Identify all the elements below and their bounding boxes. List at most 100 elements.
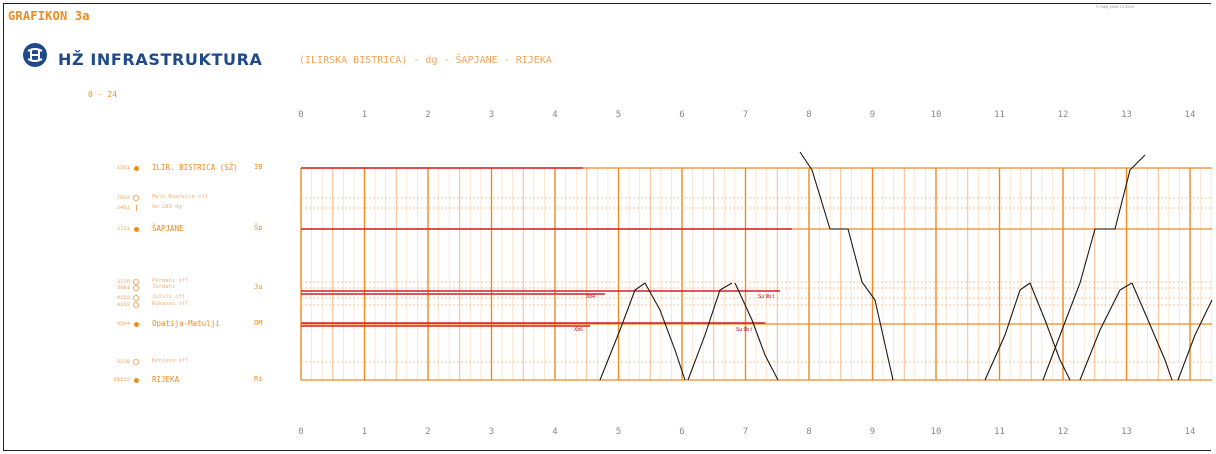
station-km: 4152 [116, 294, 130, 301]
hour-label: 9 [869, 427, 876, 437]
station-row: 3776 Permani ofl [0, 278, 300, 292]
document-title: GRAFIKON 3a [8, 9, 90, 23]
hour-label: 13 [1121, 427, 1132, 437]
station-row: 2461 km 283 dg [0, 204, 300, 218]
station-row: 4152 Jušići ofl [0, 294, 300, 308]
train-label: Xb6 [574, 327, 583, 333]
train-label: Xb4 [586, 294, 595, 300]
train-path [984, 282, 1031, 381]
station-row: 2022 Male Bukovice ofl [0, 194, 300, 208]
station-name: Male Bukovice ofl [152, 194, 209, 200]
hour-label: 8 [806, 427, 812, 437]
time-range: 0 - 24 [88, 90, 117, 99]
station-minor-icon [133, 195, 139, 201]
hour-label: 5 [615, 110, 622, 120]
hour-label: 6 [679, 110, 685, 120]
hour-label: 10 [930, 427, 942, 437]
hour-label: 3 [488, 110, 495, 120]
station-name: RIJEKA [152, 375, 180, 384]
station-abbr: Šp [254, 224, 263, 232]
station-row: 4322 Rukavac ofl [0, 301, 300, 315]
station-abbr: Ju [254, 283, 263, 291]
station-km: 1501 [116, 164, 130, 171]
hour-label: 0 [298, 427, 304, 437]
station-row: 4594 Opatija-Matulji OM [0, 319, 300, 334]
station-abbr: Ri [254, 375, 263, 383]
station-row: 5238 Krnjevo ofl [0, 358, 300, 372]
station-km: 3776 [116, 278, 130, 285]
hour-label: 14 [1184, 110, 1196, 120]
station-name: km 283 dg [152, 204, 182, 210]
station-major-icon [133, 321, 139, 327]
hour-label: 11 [994, 427, 1005, 437]
hour-label: 11 [994, 110, 1005, 120]
train-path [734, 282, 779, 381]
train-path [599, 282, 646, 381]
hour-label: 8 [806, 110, 812, 120]
station-minor-icon [136, 205, 137, 211]
train-label: Su 9b t [758, 294, 774, 300]
hour-label: 2 [425, 427, 431, 437]
station-major-icon [133, 165, 139, 171]
station-name: Krnjevo ofl [152, 358, 189, 364]
station-abbr: OM [254, 319, 263, 327]
hour-label: 14 [1184, 427, 1196, 437]
hour-label: 2 [425, 110, 431, 120]
hour-label: 12 [1057, 110, 1069, 120]
station-km: 4594 [116, 320, 130, 327]
document-frame [3, 3, 1211, 451]
station-name: ŠAPJANE [152, 224, 184, 233]
station-row: 1501 ILIR. BISTRICA (SŽ) IB [0, 163, 300, 178]
station-major-icon [133, 226, 139, 232]
station-minor-icon [133, 302, 139, 308]
station-row: 3881 Jurdani Ju [0, 283, 300, 298]
brand-name: HŽ INFRASTRUKTURA [58, 50, 263, 69]
hour-label: 1 [361, 110, 368, 120]
train-path [1042, 154, 1146, 381]
train-label: Su 9b t [736, 327, 752, 333]
hour-label: 13 [1121, 110, 1132, 120]
station-km: 2022 [116, 194, 130, 201]
station-name: ILIR. BISTRICA (SŽ) [152, 163, 238, 172]
station-minor-icon [133, 279, 139, 285]
station-km: 2461 [116, 204, 130, 211]
route-title: (ILIRSKA BISTRICA) - dg - ŠAPJANE - RIJE… [299, 55, 552, 66]
train-path [1079, 282, 1133, 381]
station-name: Jušići ofl [152, 294, 186, 300]
hour-label: 9 [869, 110, 876, 120]
hour-label: 10 [930, 110, 942, 120]
station-major-icon [133, 377, 139, 383]
station-minor-icon [133, 359, 139, 365]
hour-label: 7 [742, 110, 749, 120]
hour-label: 4 [552, 110, 558, 120]
top-stamp: © Ha6j 45/5f 23 5500 [1096, 4, 1134, 9]
train-path [1131, 282, 1173, 381]
hour-label: 6 [679, 427, 685, 437]
hour-label: 12 [1057, 427, 1069, 437]
hour-label: 7 [742, 427, 749, 437]
station-km: 3881 [116, 284, 130, 291]
station-km: 55512 [113, 376, 130, 383]
station-row: 3721 ŠAPJANE Šp [0, 224, 300, 239]
station-name: Opatija-Matulji [152, 319, 220, 328]
hour-label: 3 [488, 427, 495, 437]
hour-label: 1 [361, 427, 368, 437]
station-km: 4322 [116, 301, 130, 308]
station-name: Jurdani [152, 284, 176, 290]
station-abbr: IB [254, 163, 263, 171]
train-path [799, 151, 894, 381]
hour-label: 4 [552, 427, 558, 437]
train-path [1029, 282, 1071, 381]
hz-logo-icon [23, 43, 47, 67]
station-minor-icon [133, 285, 139, 291]
train-path [687, 282, 733, 381]
station-km: 5238 [116, 358, 130, 365]
station-name: Rukavac ofl [152, 301, 189, 307]
station-minor-icon [133, 295, 139, 301]
station-km: 3721 [116, 225, 130, 232]
station-row: 55512 RIJEKA Ri [0, 375, 300, 390]
train-path [644, 282, 686, 381]
train-path [1177, 299, 1213, 381]
hour-label: 5 [615, 427, 622, 437]
